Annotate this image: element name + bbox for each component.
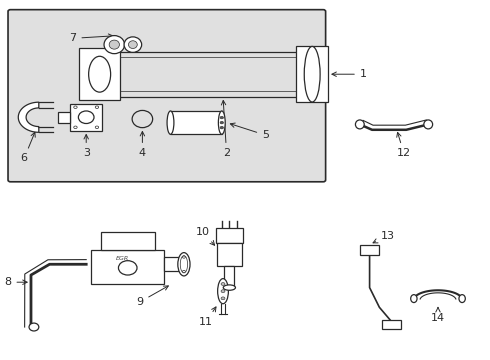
Ellipse shape — [182, 270, 185, 273]
Ellipse shape — [178, 253, 190, 276]
Ellipse shape — [424, 120, 433, 129]
Ellipse shape — [355, 120, 364, 129]
Text: 10: 10 — [196, 227, 215, 245]
Polygon shape — [18, 102, 39, 132]
Ellipse shape — [95, 126, 98, 129]
Bar — [216, 228, 243, 243]
Ellipse shape — [109, 40, 120, 49]
Ellipse shape — [128, 41, 137, 49]
Text: 3: 3 — [83, 135, 90, 158]
Bar — [58, 112, 71, 123]
Ellipse shape — [95, 106, 98, 108]
Ellipse shape — [221, 297, 225, 300]
FancyBboxPatch shape — [8, 10, 326, 182]
Bar — [171, 111, 222, 134]
Text: 1: 1 — [332, 69, 367, 79]
Ellipse shape — [104, 36, 124, 54]
Bar — [382, 320, 401, 329]
Bar — [164, 257, 179, 271]
Ellipse shape — [220, 126, 223, 129]
Text: 2: 2 — [221, 100, 230, 158]
Text: 4: 4 — [139, 131, 146, 158]
Ellipse shape — [411, 294, 417, 302]
Ellipse shape — [74, 106, 77, 108]
Ellipse shape — [74, 126, 77, 129]
Bar — [79, 48, 121, 100]
Text: 13: 13 — [373, 231, 395, 243]
Bar — [296, 46, 328, 102]
Ellipse shape — [182, 256, 185, 258]
Text: 14: 14 — [431, 307, 445, 323]
Bar — [217, 243, 242, 266]
Text: 6: 6 — [21, 132, 35, 163]
Text: EGR: EGR — [116, 256, 129, 261]
Ellipse shape — [223, 285, 236, 290]
Ellipse shape — [220, 121, 223, 124]
Text: 11: 11 — [199, 307, 216, 327]
Bar — [224, 266, 234, 286]
Ellipse shape — [180, 256, 188, 273]
Text: 9: 9 — [136, 286, 169, 307]
Ellipse shape — [304, 46, 320, 102]
Bar — [360, 244, 379, 255]
Ellipse shape — [218, 279, 228, 304]
Bar — [101, 232, 155, 250]
Ellipse shape — [78, 111, 94, 123]
Ellipse shape — [221, 283, 225, 285]
Text: 8: 8 — [4, 277, 27, 287]
Ellipse shape — [89, 56, 111, 92]
Ellipse shape — [119, 261, 137, 275]
Ellipse shape — [459, 294, 466, 302]
Bar — [91, 250, 164, 284]
Ellipse shape — [124, 37, 142, 52]
Text: 5: 5 — [230, 123, 269, 140]
Ellipse shape — [29, 323, 39, 331]
Ellipse shape — [221, 290, 225, 293]
Text: 12: 12 — [397, 132, 411, 158]
Bar — [71, 104, 102, 131]
Ellipse shape — [167, 111, 174, 134]
Text: 7: 7 — [69, 33, 113, 43]
Ellipse shape — [219, 111, 225, 134]
Ellipse shape — [220, 116, 223, 119]
